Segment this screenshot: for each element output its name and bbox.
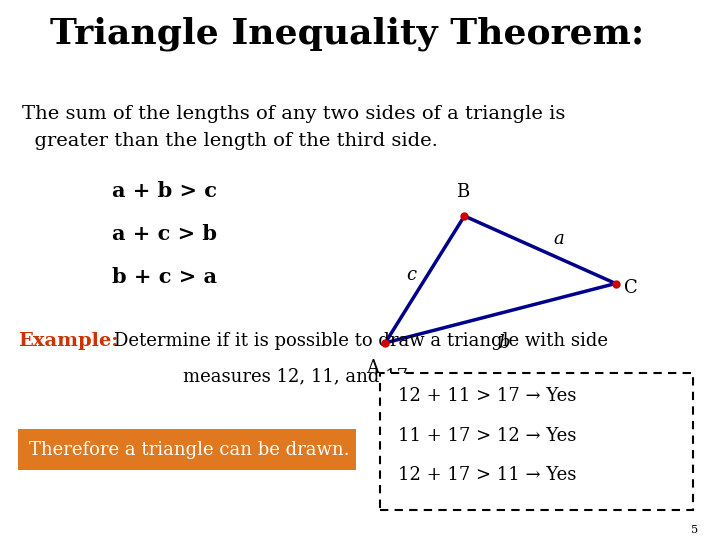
Text: 12 + 11 > 17 → Yes: 12 + 11 > 17 → Yes bbox=[398, 387, 577, 405]
Text: c: c bbox=[406, 266, 416, 285]
Text: Example:: Example: bbox=[18, 332, 118, 350]
FancyBboxPatch shape bbox=[380, 373, 693, 510]
Text: Determine if it is possible to draw a triangle with side: Determine if it is possible to draw a tr… bbox=[114, 332, 608, 350]
Text: a + c > b: a + c > b bbox=[112, 224, 217, 244]
Text: greater than the length of the third side.: greater than the length of the third sid… bbox=[22, 132, 438, 150]
Text: A: A bbox=[366, 359, 379, 377]
Text: Triangle Inequality Theorem:: Triangle Inequality Theorem: bbox=[50, 16, 644, 51]
Text: 5: 5 bbox=[691, 524, 698, 535]
Text: a: a bbox=[553, 230, 564, 248]
Text: C: C bbox=[624, 279, 637, 297]
Text: 12 + 17 > 11 → Yes: 12 + 17 > 11 → Yes bbox=[398, 466, 577, 484]
Text: The sum of the lengths of any two sides of a triangle is: The sum of the lengths of any two sides … bbox=[22, 105, 565, 123]
FancyBboxPatch shape bbox=[18, 429, 356, 470]
Text: b + c > a: b + c > a bbox=[112, 267, 217, 287]
Text: measures 12, 11, and 17.: measures 12, 11, and 17. bbox=[114, 367, 413, 385]
Text: a + b > c: a + b > c bbox=[112, 181, 217, 201]
Text: B: B bbox=[456, 183, 469, 201]
Text: b: b bbox=[498, 334, 510, 352]
Text: Therefore a triangle can be drawn.: Therefore a triangle can be drawn. bbox=[29, 441, 349, 458]
Text: 11 + 17 > 12 → Yes: 11 + 17 > 12 → Yes bbox=[398, 427, 577, 444]
